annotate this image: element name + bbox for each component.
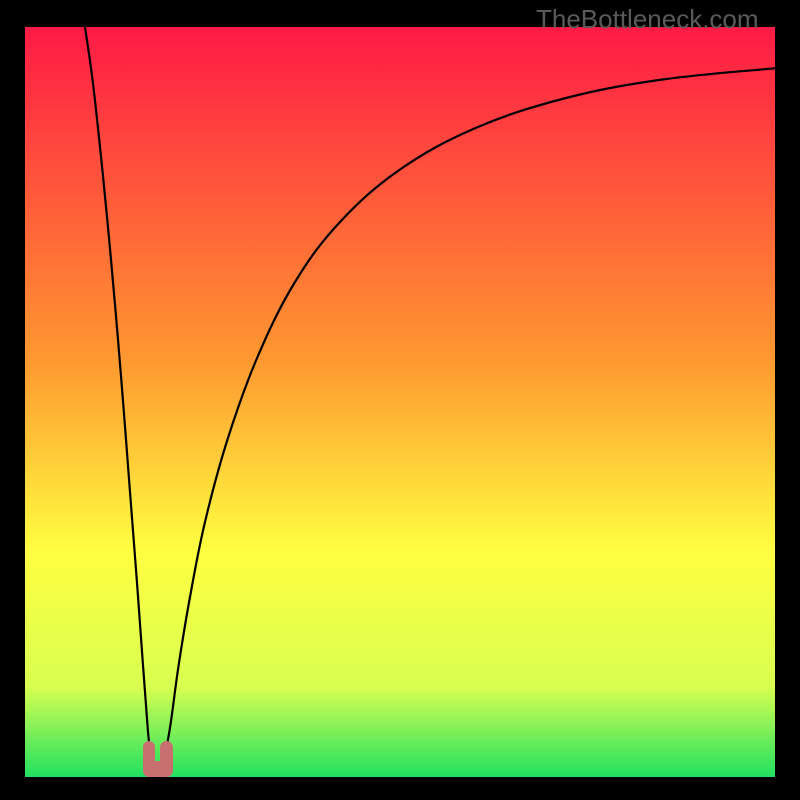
curve-overlay xyxy=(0,0,800,800)
watermark-text: TheBottleneck.com xyxy=(536,4,759,35)
curve-right-branch xyxy=(165,68,776,758)
cusp-marker-part xyxy=(143,761,173,777)
curve-left-branch xyxy=(85,27,151,758)
chart-frame: TheBottleneck.com xyxy=(0,0,800,800)
